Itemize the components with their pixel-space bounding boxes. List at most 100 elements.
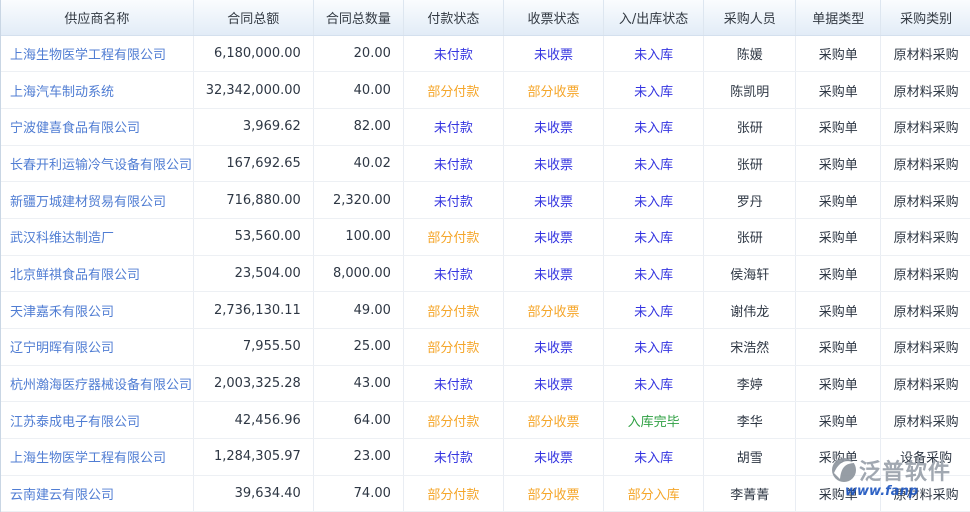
payment-status-cell: 未付款 xyxy=(403,365,504,403)
supplier-link[interactable]: 辽宁明晖有限公司 xyxy=(10,341,115,357)
payment-status-cell: 部分付款 xyxy=(403,328,504,366)
table-row[interactable]: 云南建云有限公司 39,634.40 74.00 部分付款 部分收票 部分入库 李菁菁 采购单… xyxy=(1,475,970,512)
payment-status-cell: 部分付款 xyxy=(403,71,504,109)
purchase-category-cell: 原材料采购 xyxy=(880,255,970,293)
supplier-cell: 北京鲜祺食品有限公司 xyxy=(1,255,194,293)
contract-total-amount-cell: 3,969.62 xyxy=(193,108,314,146)
buyer-cell: 张研 xyxy=(703,218,797,256)
column-header-supplier: 供应商名称 xyxy=(1,0,194,36)
contract-total-amount-cell: 1,284,305.97 xyxy=(193,438,314,476)
invoice-status-cell: 部分收票 xyxy=(503,401,605,440)
supplier-cell: 长春开利运输冷气设备有限公司 xyxy=(1,145,194,183)
supplier-link[interactable]: 新疆万城建材贸易有限公司 xyxy=(10,194,167,210)
table-row[interactable]: 天津嘉禾有限公司 2,736,130.11 49.00 部分付款 部分收票 未入库 谢伟龙采… xyxy=(1,291,970,329)
buyer-cell: 谢伟龙 xyxy=(703,291,797,329)
buyer-cell: 张研 xyxy=(703,108,797,146)
purchase-category-cell: 原材料采购 xyxy=(880,291,970,329)
contract-total-amount-cell: 2,003,325.28 xyxy=(193,365,314,403)
supplier-link[interactable]: 宁波健喜食品有限公司 xyxy=(10,121,141,137)
supplier-cell: 武汉科维达制造厂 xyxy=(1,218,194,256)
contract-total-qty-cell: 82.00 xyxy=(313,108,404,146)
contract-total-qty-cell: 40.02 xyxy=(313,145,404,183)
buyer-cell: 李华 xyxy=(703,401,797,440)
warehouse-status-cell: 入库完毕 xyxy=(603,401,705,440)
purchase-category-cell: 原材料采购 xyxy=(880,108,970,146)
buyer-cell: 罗丹 xyxy=(703,181,797,219)
table-row[interactable]: 上海生物医学工程有限公司 1,284,305.97 23.00 未付款 未收票 未入库 胡雪… xyxy=(1,438,970,476)
column-header-purchase_category: 采购类别 xyxy=(880,0,970,36)
supplier-link[interactable]: 天津嘉禾有限公司 xyxy=(10,304,115,320)
column-header-total_qty: 合同总数量 xyxy=(313,0,404,36)
table-row[interactable]: 上海生物医学工程有限公司 6,180,000.00 20.00 未付款 未收票 未入库 陈媛… xyxy=(1,35,970,73)
contract-total-amount-cell: 39,634.40 xyxy=(193,475,314,512)
buyer-cell: 李婷 xyxy=(703,365,797,403)
purchase-category-cell: 设备采购 xyxy=(880,438,970,476)
contract-total-qty-cell: 2,320.00 xyxy=(313,181,404,219)
table-row[interactable]: 新疆万城建材贸易有限公司 716,880.00 2,320.00 未付款 未收票 未入库罗… xyxy=(1,181,970,219)
contract-total-qty-cell: 74.00 xyxy=(313,475,404,512)
supplier-cell: 上海生物医学工程有限公司 xyxy=(1,35,194,73)
supplier-link[interactable]: 北京鲜祺食品有限公司 xyxy=(10,267,141,283)
table-row[interactable]: 北京鲜祺食品有限公司 23,504.00 8,000.00 未付款 未收票 未入库 侯海轩采… xyxy=(1,255,970,293)
contract-total-amount-cell: 42,456.96 xyxy=(193,401,314,440)
payment-status-cell: 未付款 xyxy=(403,255,504,293)
supplier-cell: 上海汽车制动系统 xyxy=(1,71,194,109)
payment-status-cell: 部分付款 xyxy=(403,401,504,440)
invoice-status-cell: 未收票 xyxy=(503,35,605,73)
warehouse-status-cell: 未入库 xyxy=(603,291,705,329)
doc-type-cell: 采购单 xyxy=(795,145,882,183)
doc-type-cell: 采购单 xyxy=(795,35,882,73)
supplier-link[interactable]: 上海生物医学工程有限公司 xyxy=(10,451,167,467)
supplier-cell: 宁波健喜食品有限公司 xyxy=(1,108,194,146)
table-row[interactable]: 辽宁明晖有限公司 7,955.50 25.00 部分付款 未收票 未入库 宋浩然 采购单 原材料… xyxy=(1,328,970,366)
invoice-status-cell: 部分收票 xyxy=(503,475,605,512)
buyer-cell: 宋浩然 xyxy=(703,328,797,366)
table-body: 上海生物医学工程有限公司 6,180,000.00 20.00 未付款 未收票 未入库 陈媛… xyxy=(1,35,970,512)
header-row: 供应商名称 合同总额 合同总数量 付款状态 收票状态 入/出库状态 采购人员 单据类型 采购类别 xyxy=(1,0,970,36)
doc-type-cell: 采购单 xyxy=(795,475,882,512)
contract-total-amount-cell: 7,955.50 xyxy=(193,328,314,366)
table-row[interactable]: 武汉科维达制造厂 53,560.00 100.00 部分付款 未收票 未入库 张研 采购单 原材… xyxy=(1,218,970,256)
invoice-status-cell: 部分收票 xyxy=(503,291,605,329)
doc-type-cell: 采购单 xyxy=(795,181,882,219)
warehouse-status-cell: 未入库 xyxy=(603,71,705,109)
invoice-status-cell: 未收票 xyxy=(503,255,605,293)
supplier-link[interactable]: 杭州瀚海医疗器械设备有限公司 xyxy=(10,378,193,394)
column-header-stock_status: 入/出库状态 xyxy=(603,0,705,36)
supplier-link[interactable]: 云南建云有限公司 xyxy=(10,488,115,504)
table-row[interactable]: 上海汽车制动系统 32,342,000.00 40.00 部分付款 部分收票 未入库 陈凯明… xyxy=(1,71,970,109)
table-row[interactable]: 宁波健喜食品有限公司 3,969.62 82.00 未付款 未收票 未入库 张研 采购单 原材料… xyxy=(1,108,970,146)
contract-total-qty-cell: 23.00 xyxy=(313,438,404,476)
table-header: 供应商名称 合同总额 合同总数量 付款状态 收票状态 入/出库状态 采购人员 单据类型 采购类别 xyxy=(1,0,970,36)
payment-status-cell: 未付款 xyxy=(403,108,504,146)
table-row[interactable]: 长春开利运输冷气设备有限公司 167,692.65 40.02 未付款 未收票 未入库 张研… xyxy=(1,145,970,183)
supplier-cell: 辽宁明晖有限公司 xyxy=(1,328,194,366)
supplier-link[interactable]: 上海生物医学工程有限公司 xyxy=(10,47,167,63)
payment-status-cell: 未付款 xyxy=(403,438,504,476)
contract-total-amount-cell: 2,736,130.11 xyxy=(193,291,314,329)
doc-type-cell: 采购单 xyxy=(795,108,882,146)
supplier-link[interactable]: 江苏泰成电子有限公司 xyxy=(10,414,141,430)
table-row[interactable]: 江苏泰成电子有限公司 42,456.96 64.00 部分付款 部分收票 入库完毕 李华 采购… xyxy=(1,401,970,440)
supplier-link[interactable]: 上海汽车制动系统 xyxy=(10,84,115,100)
doc-type-cell: 采购单 xyxy=(795,71,882,109)
warehouse-status-cell: 未入库 xyxy=(603,365,705,403)
column-header-pay_status: 付款状态 xyxy=(403,0,504,36)
table-row[interactable]: 杭州瀚海医疗器械设备有限公司 2,003,325.28 43.00 未付款 未收票 未入库… xyxy=(1,365,970,403)
column-header-doc_type: 单据类型 xyxy=(795,0,882,36)
contract-total-amount-cell: 32,342,000.00 xyxy=(193,71,314,109)
invoice-status-cell: 未收票 xyxy=(503,145,605,183)
doc-type-cell: 采购单 xyxy=(795,401,882,440)
invoice-status-cell: 未收票 xyxy=(503,328,605,366)
contract-total-qty-cell: 8,000.00 xyxy=(313,255,404,293)
supplier-link[interactable]: 长春开利运输冷气设备有限公司 xyxy=(10,157,193,173)
payment-status-cell: 部分付款 xyxy=(403,475,504,512)
doc-type-cell: 采购单 xyxy=(795,328,882,366)
payment-status-cell: 部分付款 xyxy=(403,291,504,329)
warehouse-status-cell: 未入库 xyxy=(603,145,705,183)
invoice-status-cell: 未收票 xyxy=(503,108,605,146)
purchase-category-cell: 原材料采购 xyxy=(880,401,970,440)
column-header-buyer: 采购人员 xyxy=(703,0,797,36)
supplier-link[interactable]: 武汉科维达制造厂 xyxy=(10,231,115,247)
